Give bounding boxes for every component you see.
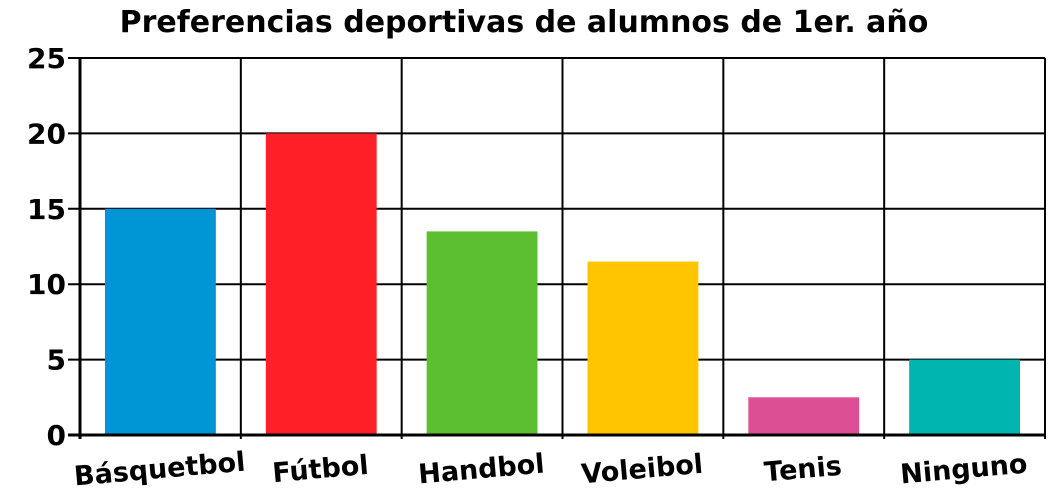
x-tick-label-4: Tenis (763, 451, 843, 489)
x-tick-label-2: Handbol (417, 449, 546, 491)
y-tick-label-1: 5 (47, 344, 66, 377)
y-tick-label-0: 0 (47, 419, 66, 452)
x-tick-label-0: Básquetbol (73, 447, 247, 493)
bar-0 (105, 208, 216, 435)
y-tick-label-5: 25 (27, 42, 66, 75)
x-tick-label-1: Fútbol (271, 450, 370, 489)
axis-layer (68, 58, 1045, 439)
x-tick-label-5: Ninguno (899, 449, 1029, 491)
y-tick-label-3: 15 (27, 193, 66, 226)
y-axis-ticks: 0 5 10 15 20 25 (27, 42, 66, 452)
bar-1 (265, 133, 377, 435)
x-axis-ticks: Básquetbol Fútbol Handbol Voleibol Tenis Ning… (73, 447, 1029, 493)
y-tick-label-2: 10 (27, 268, 66, 301)
grid-layer (68, 57, 1046, 439)
x-tick-label-3: Voleibol (580, 449, 704, 491)
bars-layer (105, 133, 1020, 435)
y-tick-label-4: 20 (27, 117, 66, 150)
chart-title: Preferencias deportivas de alumnos de 1e… (120, 5, 929, 40)
bar-5 (909, 359, 1020, 435)
bar-2 (426, 231, 538, 435)
bar-4 (748, 397, 860, 435)
bar-3 (587, 261, 699, 435)
